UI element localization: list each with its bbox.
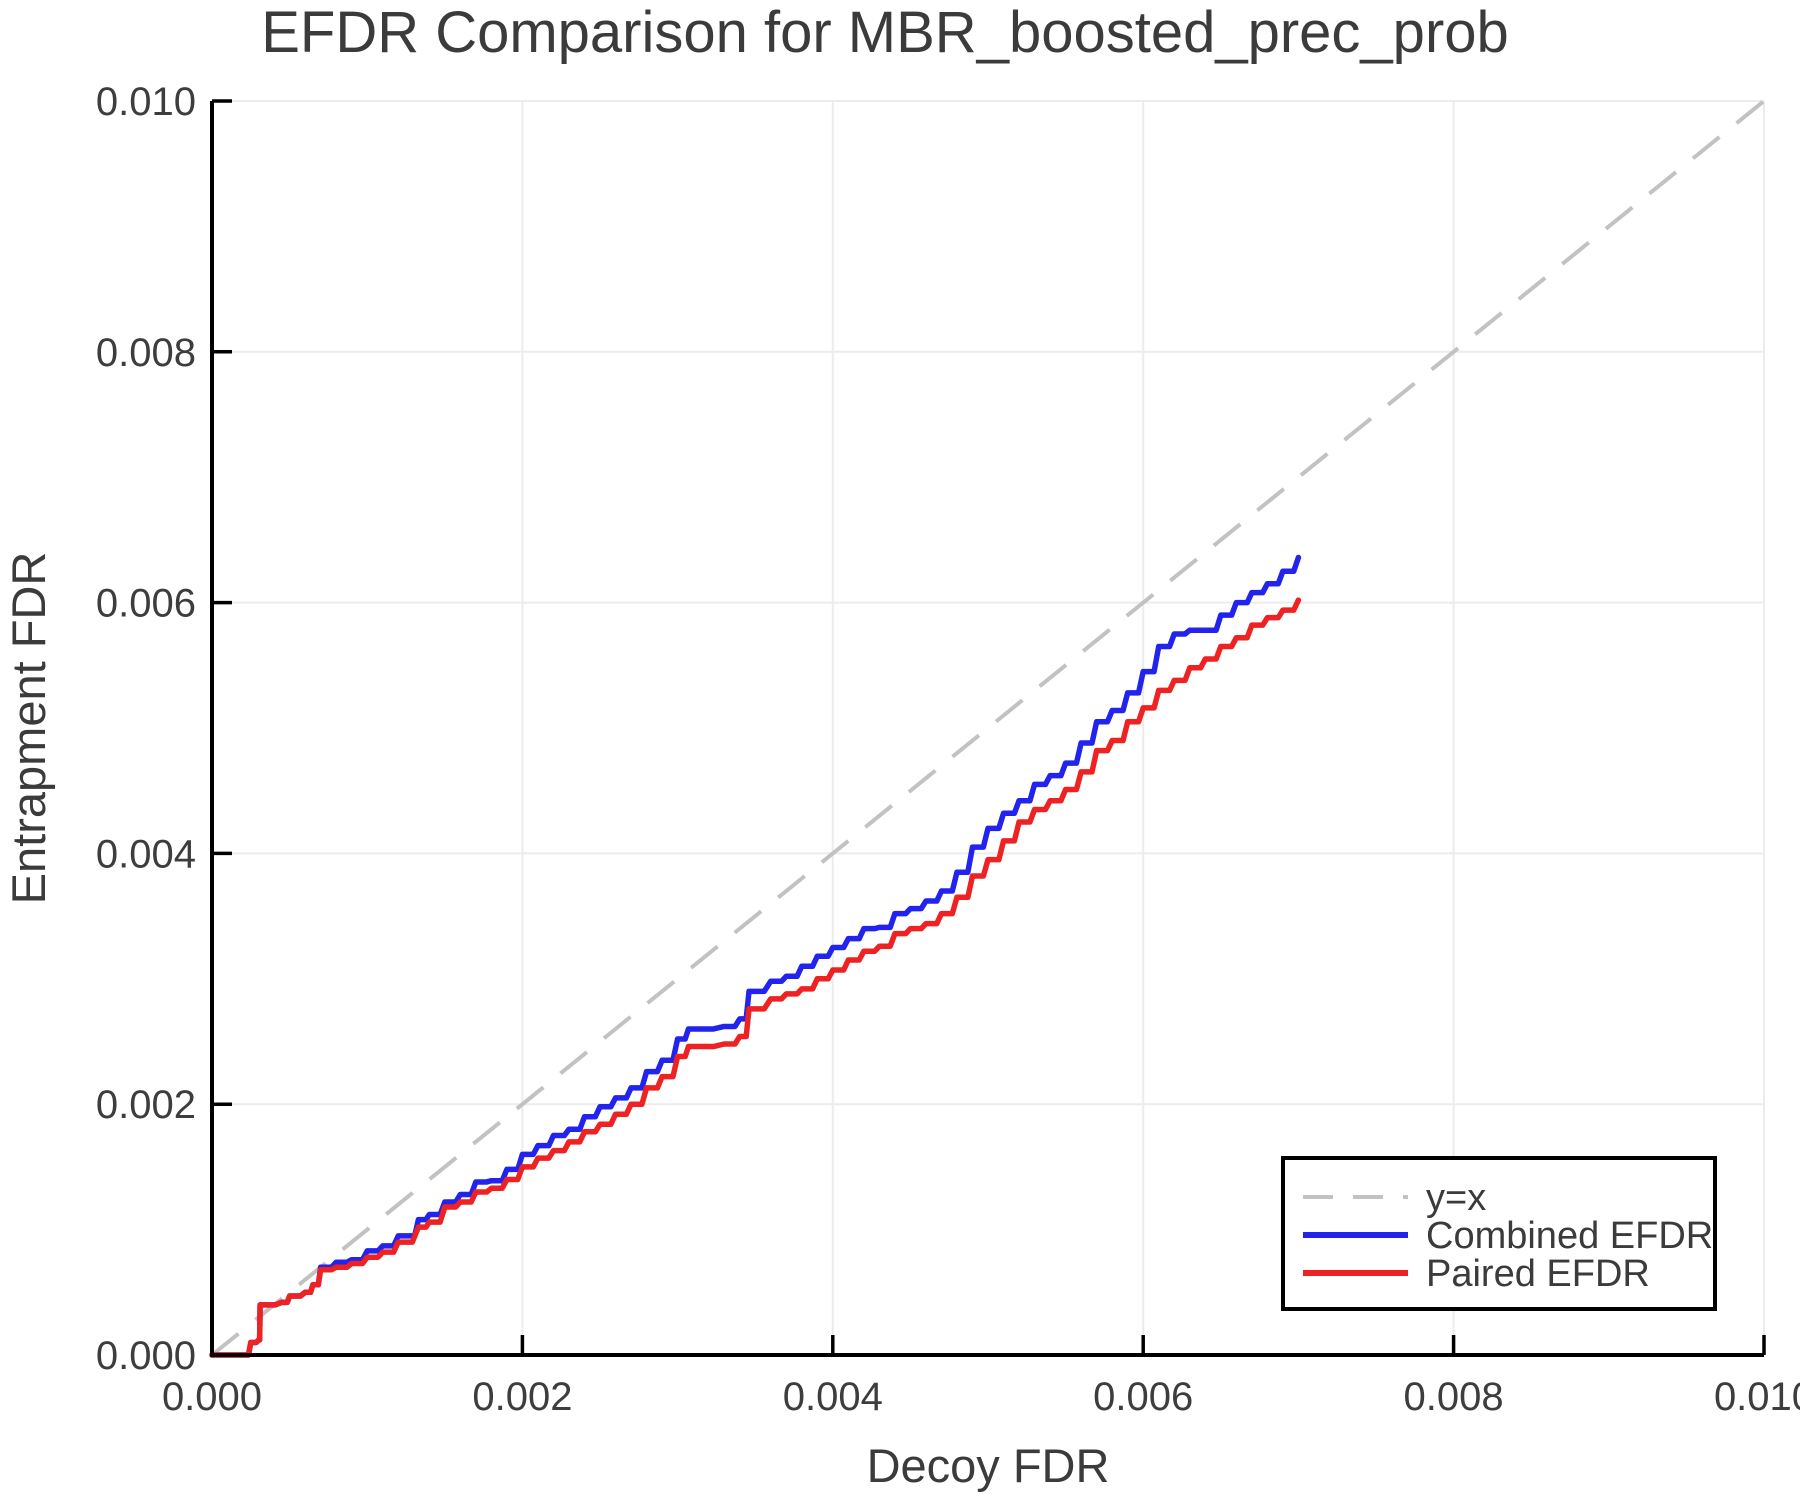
combined-efdr-line [209, 554, 1302, 1358]
y-tick-label: 0.006 [96, 582, 196, 626]
y-axis-label: Entrapment FDR [2, 552, 55, 905]
x-tick-label: 0.004 [783, 1375, 883, 1419]
x-tick-label: 0.006 [1093, 1375, 1193, 1419]
x-tick-label: 0.008 [1404, 1375, 1504, 1419]
axes-spines-and-ticks [210, 99, 1766, 1357]
y-tick-label: 0.004 [96, 832, 196, 876]
x-tick-label: 0.010 [1714, 1375, 1800, 1419]
legend-label-combined: Combined EFDR [1426, 1215, 1713, 1257]
y-tick-label: 0.002 [96, 1083, 196, 1127]
tick-labels: 0.000 0.002 0.004 0.006 0.008 0.010 0.000 0.002… [96, 80, 1800, 1419]
legend-label-paired: Paired EFDR [1426, 1253, 1650, 1295]
x-tick-label: 0.000 [162, 1375, 262, 1419]
chart-title: EFDR Comparison for MBR_boosted_prec_pro… [261, 0, 1509, 65]
y-tick-label: 0.000 [96, 1334, 196, 1378]
legend: y=x Combined EFDR Paired EFDR [1281, 1156, 1717, 1311]
gridlines [212, 100, 1765, 1355]
x-axis-label: Decoy FDR [867, 1439, 1110, 1492]
y-tick-label: 0.010 [96, 80, 196, 124]
paired-efdr-line [209, 597, 1302, 1358]
data-series-lines [209, 554, 1302, 1358]
y-tick-label: 0.008 [96, 331, 196, 375]
legend-label-yx: y=x [1426, 1177, 1486, 1219]
x-tick-label: 0.002 [472, 1375, 572, 1419]
